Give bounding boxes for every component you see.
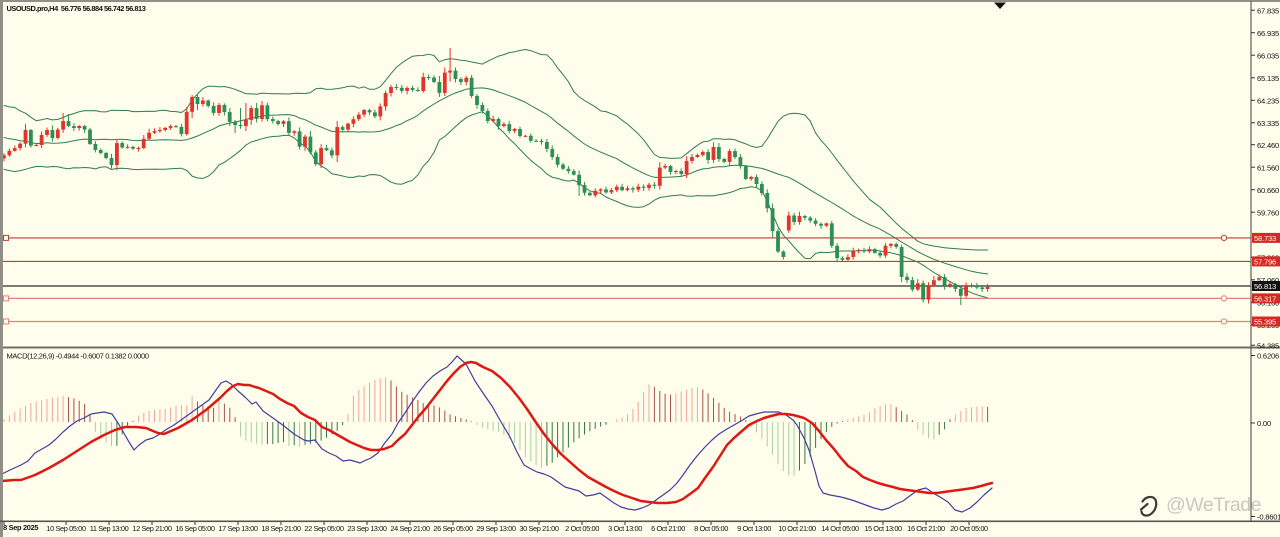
svg-text:14 Oct 05:00: 14 Oct 05:00 — [821, 524, 859, 533]
svg-text:30 Sep 21:00: 30 Sep 21:00 — [519, 524, 558, 533]
svg-text:17 Sep 13:00: 17 Sep 13:00 — [218, 524, 257, 533]
svg-text:0.6206: 0.6206 — [1257, 352, 1279, 361]
svg-text:54.385: 54.385 — [1257, 341, 1279, 350]
svg-text:2 Oct 05:00: 2 Oct 05:00 — [565, 524, 599, 533]
svg-text:56.317: 56.317 — [1254, 294, 1276, 303]
svg-text:26 Sep 05:00: 26 Sep 05:00 — [433, 524, 472, 533]
svg-text:USOUSD.pro,H4 56.776 56.884 5: USOUSD.pro,H4 56.776 56.884 56.742 56.81… — [7, 4, 146, 13]
svg-text:63.335: 63.335 — [1257, 119, 1279, 128]
svg-text:10 Oct 21:00: 10 Oct 21:00 — [778, 524, 816, 533]
svg-text:8 Oct 05:00: 8 Oct 05:00 — [694, 524, 728, 533]
svg-text:24 Sep 21:00: 24 Sep 21:00 — [390, 524, 429, 533]
svg-text:58.733: 58.733 — [1254, 234, 1276, 243]
svg-text:57.060: 57.060 — [1257, 276, 1279, 285]
svg-text:67.835: 67.835 — [1257, 6, 1279, 15]
svg-text:6 Oct 21:00: 6 Oct 21:00 — [651, 524, 685, 533]
svg-text:29 Sep 13:00: 29 Sep 13:00 — [476, 524, 515, 533]
svg-text:10 Sep 05:00: 10 Sep 05:00 — [46, 524, 85, 533]
svg-text:18 Sep 21:00: 18 Sep 21:00 — [261, 524, 300, 533]
svg-text:3 Oct 13:00: 3 Oct 13:00 — [608, 524, 642, 533]
svg-text:23 Sep 13:00: 23 Sep 13:00 — [347, 524, 386, 533]
svg-text:MACD(12,26,9) -0.4944 -0.6007: MACD(12,26,9) -0.4944 -0.6007 0.1382 0.0… — [7, 352, 149, 361]
svg-text:55.395: 55.395 — [1254, 318, 1276, 327]
svg-text:@WeTrade: @WeTrade — [1166, 494, 1261, 516]
svg-text:64.235: 64.235 — [1257, 97, 1279, 106]
svg-text:66.935: 66.935 — [1257, 29, 1279, 38]
svg-text:61.560: 61.560 — [1257, 163, 1279, 172]
svg-text:57.796: 57.796 — [1254, 257, 1276, 266]
svg-text:8 Sep 2025: 8 Sep 2025 — [3, 523, 38, 532]
svg-text:0.00: 0.00 — [1257, 419, 1271, 428]
svg-text:12 Sep 21:00: 12 Sep 21:00 — [132, 524, 171, 533]
svg-text:62.460: 62.460 — [1257, 141, 1279, 150]
svg-text:66.035: 66.035 — [1257, 51, 1279, 60]
svg-text:60.660: 60.660 — [1257, 186, 1279, 195]
svg-text:56.813: 56.813 — [1254, 282, 1276, 291]
svg-text:9 Oct 13:00: 9 Oct 13:00 — [737, 524, 771, 533]
svg-text:16 Sep 05:00: 16 Sep 05:00 — [175, 524, 214, 533]
svg-text:22 Sep 05:00: 22 Sep 05:00 — [304, 524, 343, 533]
svg-text:65.135: 65.135 — [1257, 74, 1279, 83]
svg-text:59.760: 59.760 — [1257, 208, 1279, 217]
svg-text:20 Oct 05:00: 20 Oct 05:00 — [950, 524, 988, 533]
svg-text:11 Sep 13:00: 11 Sep 13:00 — [90, 524, 129, 533]
svg-text:15 Oct 13:00: 15 Oct 13:00 — [864, 524, 902, 533]
svg-text:-0.8601: -0.8601 — [1257, 513, 1280, 522]
svg-text:16 Oct 21:00: 16 Oct 21:00 — [907, 524, 945, 533]
